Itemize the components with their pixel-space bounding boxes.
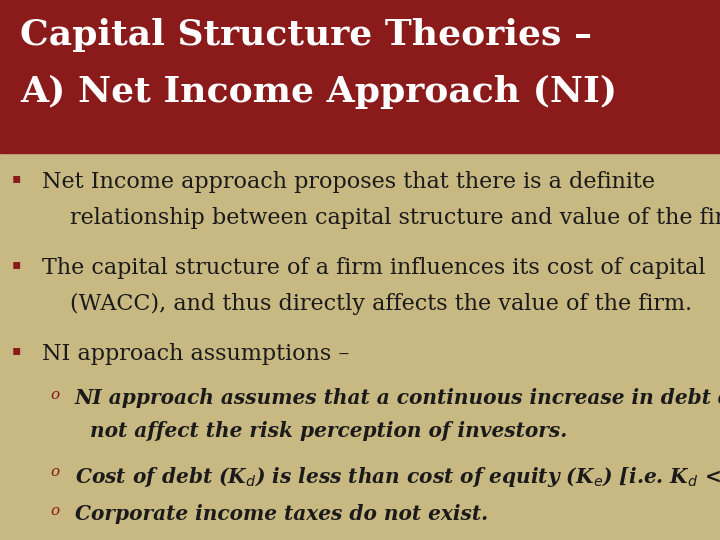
Text: ▪: ▪ [12, 257, 22, 271]
Text: (WACC), and thus directly affects the value of the firm.: (WACC), and thus directly affects the va… [70, 293, 692, 315]
Text: A) Net Income Approach (NI): A) Net Income Approach (NI) [20, 75, 617, 109]
Text: NI approach assumptions –: NI approach assumptions – [42, 343, 349, 365]
Text: NI approach assumes that a continuous increase in debt does: NI approach assumes that a continuous in… [75, 388, 720, 408]
Text: o: o [50, 465, 59, 479]
Text: Capital Structure Theories –: Capital Structure Theories – [20, 18, 592, 52]
Text: o: o [50, 504, 59, 518]
Text: Cost of debt (K$_d$) is less than cost of equity (K$_e$) [i.e. K$_d$ < K$_e$]: Cost of debt (K$_d$) is less than cost o… [75, 465, 720, 489]
Text: o: o [50, 388, 59, 402]
Text: not affect the risk perception of investors.: not affect the risk perception of invest… [90, 421, 567, 441]
Text: ▪: ▪ [12, 343, 22, 357]
Bar [0, 0, 720, 153]
Text: The capital structure of a firm influences its cost of capital: The capital structure of a firm influenc… [42, 257, 706, 279]
Text: Net Income approach proposes that there is a definite: Net Income approach proposes that there … [42, 171, 655, 193]
Text: Corporate income taxes do not exist.: Corporate income taxes do not exist. [75, 504, 488, 524]
Text: relationship between capital structure and value of the firm.: relationship between capital structure a… [70, 207, 720, 229]
Text: ▪: ▪ [12, 171, 22, 185]
